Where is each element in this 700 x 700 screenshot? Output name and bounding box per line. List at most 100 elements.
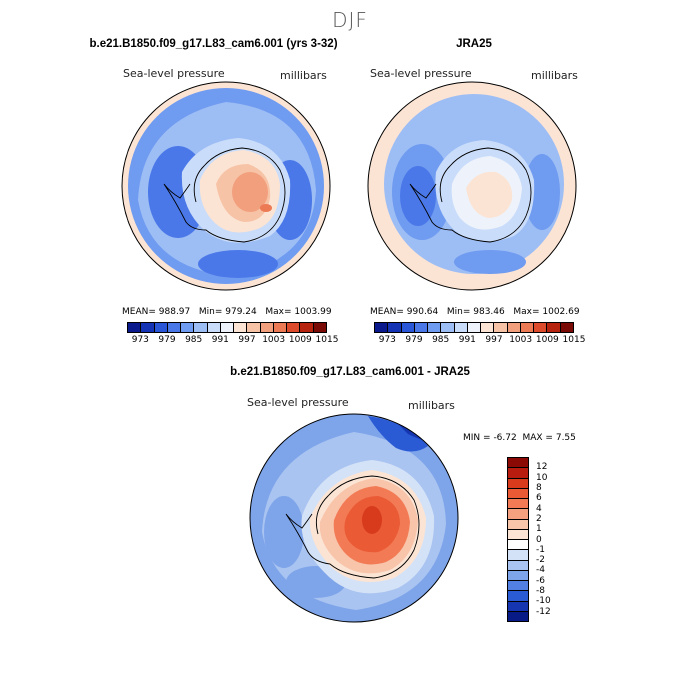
panel-obs-polar-map <box>367 81 577 291</box>
panel-model-colorbar-box <box>300 323 314 332</box>
panel-model-colorbar-box <box>207 323 221 332</box>
panel-model-colorbar-box <box>220 323 235 332</box>
panel-model-colorbar-tick-label: 973 <box>131 335 149 345</box>
panel-obs-variable-label: Sea-level pressure <box>370 67 472 80</box>
panel-model-colorbar-box <box>128 323 142 332</box>
panel-obs-colorbar-box <box>441 323 455 332</box>
panel-obs-colorbar-box <box>547 323 561 332</box>
panel-model-colorbar-tick-label: 979 <box>158 335 176 345</box>
map3-coastline <box>285 475 420 579</box>
panel-obs-colorbar-box <box>414 323 429 332</box>
panel-diff-colorbar-tick-label: 2 <box>536 513 542 524</box>
panel-obs-colorbar-box <box>401 323 415 332</box>
panel-obs-colorbar-box <box>481 323 495 332</box>
panel-diff-colorbar-box <box>508 611 528 621</box>
panel-model-max: 1003.99 <box>294 307 332 317</box>
map2-field-low-east <box>524 154 560 230</box>
panel-diff-colorbar-tick-label: 1 <box>536 524 542 535</box>
panel-model-stats: MEAN= 988.97 Min= 979.24 Max= 1003.99 <box>122 307 332 317</box>
panel-obs-colorbar-tick-label: 997 <box>485 335 503 345</box>
panel-obs-colorbar-tick-label: 1003 <box>509 335 533 345</box>
panel-diff-colorbar-tick-label: -10 <box>536 596 551 607</box>
panel-obs-colorbar-box <box>560 323 573 332</box>
map1-field-low-south <box>198 250 278 278</box>
panel-obs-colorbar-tick-label: 985 <box>432 335 450 345</box>
panel-obs-colorbar-box <box>507 323 521 332</box>
panel-diff-colorbar-box <box>508 550 528 561</box>
panel-model-colorbar-tick-label: 1015 <box>315 335 339 345</box>
map1-field-high-2 <box>232 172 268 212</box>
panel-diff-colorbar-box <box>508 560 528 571</box>
panel-diff-colorbar-box <box>508 591 528 602</box>
panel-diff-colorbar-box <box>508 529 528 540</box>
panel-diff-colorbar-tick-label: 4 <box>536 503 542 514</box>
panel-model-mean: 988.97 <box>158 307 191 317</box>
panel-obs-colorbar-box <box>454 323 468 332</box>
panel-model-colorbar-tick-label: 985 <box>185 335 203 345</box>
panel-diff-colorbar-tick-label: -2 <box>536 555 545 566</box>
panel-diff-colorbar-tick-label: 0 <box>536 534 542 545</box>
panel-diff-max-label: MAX = <box>522 433 553 443</box>
panel-diff-colorbar-tick-label: -8 <box>536 586 545 597</box>
panel-model-colorbar-box <box>167 323 182 332</box>
panel-obs-title: JRA25 <box>456 38 492 50</box>
panel-model-colorbar-box <box>194 323 208 332</box>
panel-diff-colorbar-box <box>508 581 528 592</box>
panel-model-mean-label: MEAN= <box>122 307 156 317</box>
panel-obs-colorbar-tick-label: 1015 <box>562 335 586 345</box>
panel-diff-colorbar-box <box>508 468 528 479</box>
panel-obs-units-label: millibars <box>531 69 578 82</box>
panel-model-colorbar <box>127 322 327 333</box>
panel-model-colorbar-labels: 973 979 985 991 997 1003 1009 1015 <box>127 335 339 347</box>
map2-coastline <box>409 147 532 243</box>
map1-coastline <box>163 147 286 243</box>
panel-diff-min: -6.72 <box>493 433 517 443</box>
panel-diff-colorbar-box <box>508 601 528 612</box>
panel-diff-colorbar-box <box>508 458 528 469</box>
panel-model-title: b.e21.B1850.f09_g17.L83_cam6.001 (yrs 3-… <box>89 38 338 50</box>
panel-model-colorbar-tick-label: 991 <box>211 335 229 345</box>
panel-model-colorbar-box <box>181 323 195 332</box>
panel-obs-colorbar <box>374 322 574 333</box>
panel-diff-colorbar-tick-label: -1 <box>536 544 545 555</box>
panel-model-polar-map <box>121 81 331 291</box>
panel-obs-max: 1002.69 <box>542 307 580 317</box>
panel-obs-mean: 990.64 <box>406 307 439 317</box>
panel-diff-max: 7.55 <box>555 433 576 443</box>
map3-field-low-west <box>264 496 304 568</box>
panel-model-colorbar-box <box>234 323 248 332</box>
panel-obs-stats: MEAN= 990.64 Min= 983.46 Max= 1002.69 <box>370 307 580 317</box>
panel-obs-min-label: Min= <box>446 307 471 317</box>
panel-diff-colorbar-tick-label: 12 <box>536 462 548 473</box>
panel-diff-colorbar-box <box>508 488 528 499</box>
panel-model-colorbar-tick-label: 1003 <box>262 335 286 345</box>
panel-model-colorbar-box <box>260 323 274 332</box>
panel-model-colorbar-box <box>141 323 155 332</box>
panel-model-colorbar-box <box>313 323 326 332</box>
panel-diff-colorbar-box <box>508 478 528 489</box>
panel-diff-stats: MIN = -6.72 MAX = 7.55 <box>463 433 576 443</box>
panel-diff-colorbar-tick-label: 10 <box>536 472 548 483</box>
panel-model-colorbar-tick-label: 1009 <box>288 335 312 345</box>
panel-diff-colorbar-box <box>508 519 528 530</box>
map3-field-top-blue <box>368 416 428 452</box>
panel-obs-colorbar-box <box>467 323 482 332</box>
panel-diff-polar-map <box>249 413 459 623</box>
panel-diff-min-label: MIN = <box>463 433 491 443</box>
panel-diff-colorbar-labels: 12 10 8 6 4 2 1 0 -1 -2 -4 -6 -8 -10 -12 <box>536 457 566 622</box>
panel-diff-colorbar-box <box>508 509 528 520</box>
panel-obs-mean-label: MEAN= <box>370 307 404 317</box>
panel-obs-colorbar-box <box>388 323 402 332</box>
panel-model-min-label: Min= <box>198 307 223 317</box>
panel-model-variable-label: Sea-level pressure <box>123 67 225 80</box>
panel-diff-colorbar-tick-label: -12 <box>536 606 551 617</box>
panel-diff-title: b.e21.B1850.f09_g17.L83_cam6.001 - JRA25 <box>230 366 470 378</box>
panel-model-colorbar-box <box>247 323 261 332</box>
panel-model-colorbar-box <box>287 323 301 332</box>
panel-obs-min: 983.46 <box>473 307 505 317</box>
panel-obs-colorbar-box <box>534 323 548 332</box>
panel-obs-colorbar-labels: 973 979 985 991 997 1003 1009 1015 <box>374 335 586 347</box>
panel-model-colorbar-box <box>273 323 288 332</box>
panel-model-colorbar-box <box>154 323 168 332</box>
panel-diff-colorbar-box <box>508 570 528 581</box>
